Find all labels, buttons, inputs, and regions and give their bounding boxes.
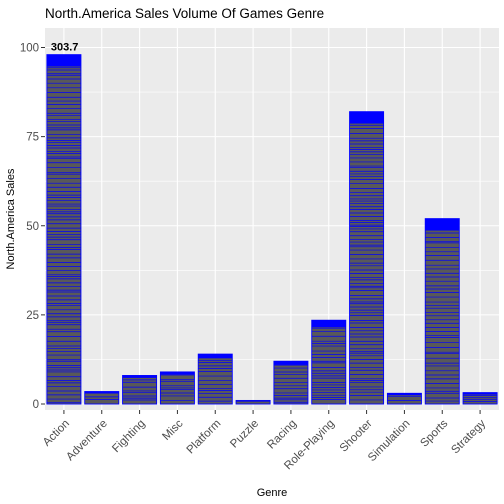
y-tick-label: 50 (26, 221, 39, 233)
bar-cap (387, 393, 422, 396)
x-tick-label: Platform (185, 418, 224, 457)
bar-cap (46, 54, 81, 67)
bar-cap (463, 392, 498, 395)
bar-cap (273, 361, 308, 365)
plot-panel (45, 28, 499, 410)
bar-cap (122, 375, 157, 378)
bar-role-playing (311, 319, 347, 405)
data-label: 303.7 (51, 42, 79, 54)
y-tick-label: 0 (33, 399, 39, 411)
bar-cap (425, 218, 460, 231)
x-tick-label: Adventure (64, 418, 110, 464)
bar-cap (160, 371, 195, 375)
x-tick-label: Shooter (338, 418, 375, 455)
bar-platform (197, 353, 233, 405)
y-tick-label: 75 (26, 132, 39, 144)
bar-puzzle (235, 399, 271, 405)
bar-cap (198, 354, 233, 359)
bar-cap (84, 391, 119, 394)
y-axis-title: North.America Sales (5, 168, 17, 269)
bar-shooter (349, 111, 385, 405)
x-axis-title: Genre (257, 487, 288, 499)
minor-gridlines (45, 91, 499, 360)
bar-cap (311, 320, 346, 328)
x-tick-label: Sports (418, 417, 450, 449)
bar-sports (424, 218, 460, 405)
y-tick-label: 25 (26, 310, 39, 322)
y-tick-label: 100 (20, 43, 39, 55)
x-tick-label: Puzzle (228, 418, 261, 451)
x-tick-label: Misc (160, 417, 185, 442)
x-tick-label: Strategy (449, 417, 488, 456)
y-axis: 0 25 50 75 100 (20, 43, 45, 411)
bar-cap (349, 111, 384, 124)
bars (46, 54, 498, 405)
x-tick-label: Racing (265, 418, 299, 452)
data-labels: 303.7 (51, 42, 79, 54)
x-tick-label: Action (41, 418, 72, 449)
x-tick-label: Fighting (110, 418, 147, 455)
chart-title: North.America Sales Volume Of Games Genr… (45, 6, 324, 21)
